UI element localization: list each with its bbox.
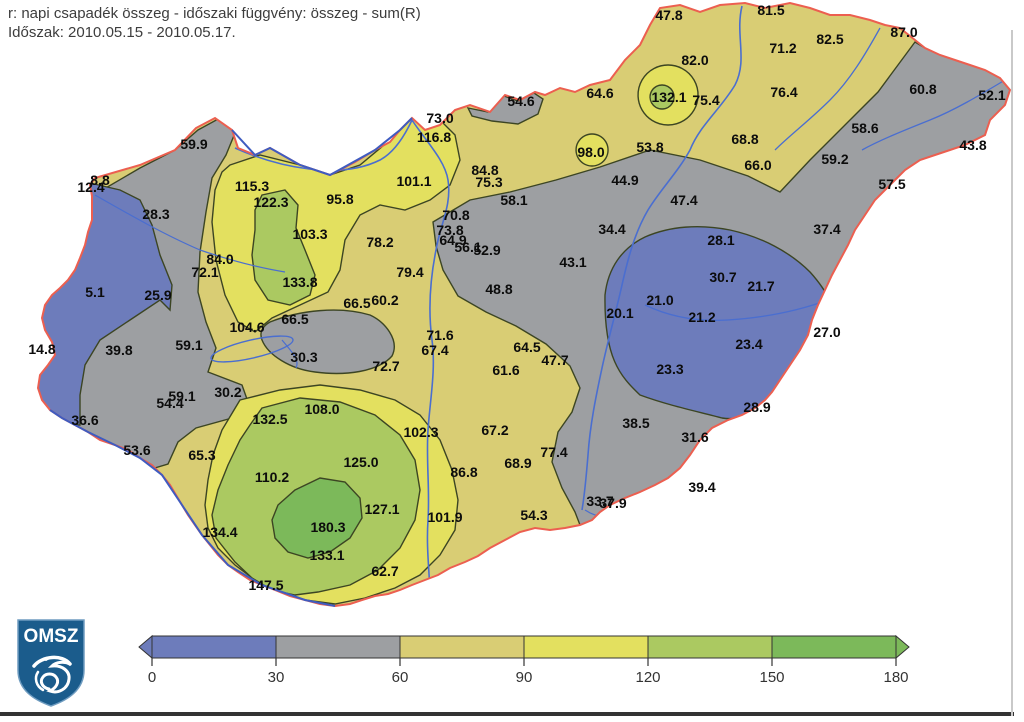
river	[281, 339, 298, 369]
colorbar-band	[275, 635, 401, 659]
country-border	[36, 1, 1012, 608]
colorbar-tick-label: 120	[635, 669, 660, 686]
colorbar-tick-label: 0	[148, 669, 156, 686]
map-title: r: napi csapadék összeg - időszaki függv…	[8, 4, 421, 42]
contour-band-region	[251, 189, 316, 306]
colorbar-band	[523, 635, 649, 659]
river	[581, 5, 743, 511]
river	[644, 299, 829, 322]
colorbar-right-arrow	[895, 634, 910, 660]
rivers-layer	[94, 5, 1006, 599]
contour-band-region	[575, 133, 609, 167]
omsz-logo: OMSZ	[17, 619, 85, 707]
right-frame-line	[1011, 30, 1013, 716]
colorbar-band	[771, 635, 897, 659]
title-line-1: r: napi csapadék összeg - időszaki függv…	[8, 5, 421, 22]
river	[234, 118, 450, 599]
colorbar-band	[647, 635, 773, 659]
contour-band-region	[649, 84, 675, 110]
colorbar-tick-label: 90	[516, 669, 533, 686]
logo-dragon-swirl	[32, 655, 72, 694]
colorbar-tick-label: 150	[759, 669, 784, 686]
lake-balaton	[210, 335, 294, 363]
river	[774, 27, 881, 151]
river	[861, 79, 1006, 151]
river-border-segment	[49, 117, 413, 607]
title-line-2: Időszak: 2010.05.15 - 2010.05.17.	[8, 24, 236, 41]
river	[94, 194, 286, 273]
contour-band-region	[260, 309, 395, 375]
colorbar-band	[151, 635, 277, 659]
logo-text: OMSZ	[24, 626, 79, 647]
colorbar-tick-label: 180	[883, 669, 908, 686]
colorbar-left-arrow	[138, 634, 153, 660]
colorbar-tick-label: 30	[268, 669, 285, 686]
colorbar-band	[399, 635, 525, 659]
contour-band-region	[271, 477, 363, 559]
colorbar-tick-label: 60	[392, 669, 409, 686]
bottom-frame-line	[0, 712, 1014, 716]
